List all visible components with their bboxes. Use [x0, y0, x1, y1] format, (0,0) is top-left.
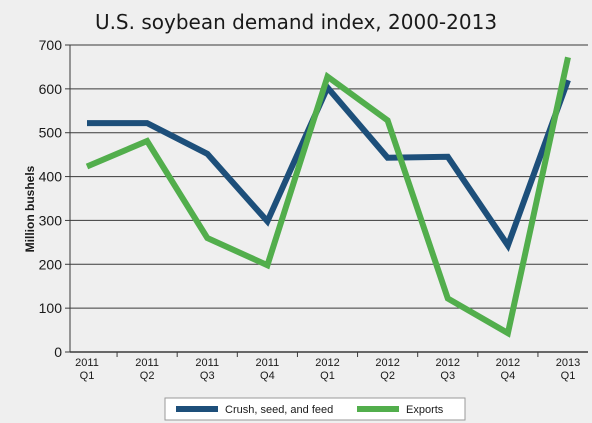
x-tick-label-quarter: Q3	[440, 370, 455, 382]
x-tick-label-quarter: Q1	[561, 370, 576, 382]
series-line-crush-seed-feed	[87, 79, 571, 252]
y-tick-label: 600	[39, 81, 63, 97]
y-tick-label: 700	[39, 37, 63, 53]
y-tick-label: 300	[39, 212, 63, 228]
y-tick-label: 200	[39, 256, 63, 272]
x-tick-label-quarter: Q1	[320, 370, 335, 382]
x-tick-label-year: 2012	[375, 357, 399, 369]
x-tick-label-quarter: Q3	[200, 370, 215, 382]
x-tick-label-year: 2012	[436, 357, 460, 369]
legend-label: Exports	[406, 404, 444, 416]
y-ticks: 0 100 200 300 400 500 600 700	[39, 37, 63, 360]
y-tick-label: 500	[39, 125, 63, 141]
x-tick-label-quarter: Q2	[140, 370, 155, 382]
x-ticks: 2011Q12011Q22011Q32011Q42012Q12012Q22012…	[75, 357, 580, 382]
series-line-exports	[85, 56, 571, 338]
x-tick-label-year: 2012	[496, 357, 520, 369]
x-tick-label-year: 2011	[135, 357, 159, 369]
x-tick-label-quarter: Q2	[380, 370, 395, 382]
x-tick-label-year: 2013	[556, 357, 580, 369]
y-tick-label: 100	[39, 300, 63, 316]
legend: Crush, seed, and feed Exports	[164, 397, 466, 421]
x-tick-label-year: 2011	[256, 357, 280, 369]
x-tick-label-year: 2012	[315, 357, 339, 369]
y-tick-label: 400	[39, 169, 63, 185]
x-tick-label-year: 2011	[75, 357, 99, 369]
series-lines	[85, 56, 571, 338]
x-tick-label-year: 2011	[195, 357, 219, 369]
x-tick-label-quarter: Q4	[501, 370, 516, 382]
x-tick-label-quarter: Q4	[260, 370, 275, 382]
y-tick-label: 0	[54, 344, 62, 360]
legend-box	[164, 397, 466, 421]
legend-label: Crush, seed, and feed	[225, 404, 333, 416]
chart-title: U.S. soybean demand index, 2000-2013	[95, 10, 497, 34]
y-axis-label: Million bushels	[23, 165, 37, 252]
x-tick-label-quarter: Q1	[80, 370, 95, 382]
